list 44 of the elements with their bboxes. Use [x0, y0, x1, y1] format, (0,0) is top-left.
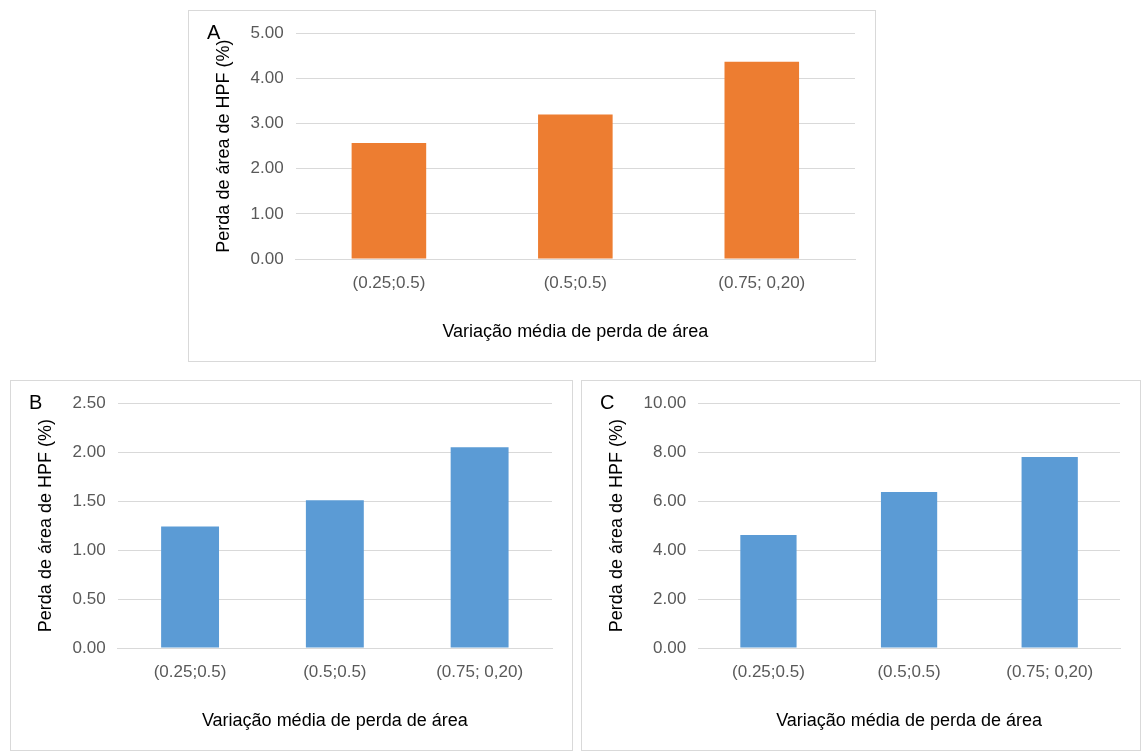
x-tick-label: (0.5;0.5) [543, 272, 607, 292]
y-tick-label: 5.00 [250, 22, 284, 42]
x-tick-label: (0.75; 0,20) [718, 272, 806, 292]
bar [538, 114, 613, 259]
y-axis-title: Perda de área de HPF (%) [34, 419, 55, 633]
y-tick-label: 1.50 [72, 490, 106, 510]
bar [450, 447, 509, 648]
y-tick-label: 4.00 [653, 539, 687, 559]
x-tick-label: (0.25;0.5) [352, 272, 426, 292]
y-tick-label: 0.00 [72, 637, 106, 657]
y-tick-label: 2.50 [72, 392, 106, 412]
bar [305, 500, 364, 648]
y-tick-label: 1.00 [250, 203, 284, 223]
x-tick-label: (0.5;0.5) [877, 661, 941, 681]
y-tick-label: 1.00 [72, 539, 106, 559]
x-axis-title: Variação média de perda de área [776, 710, 1043, 731]
y-axis-title: Perda de área de HPF (%) [605, 419, 626, 633]
bar [724, 61, 800, 259]
x-tick-label: (0.75; 0,20) [1006, 661, 1094, 681]
y-tick-label: 8.00 [653, 441, 687, 461]
x-tick-label: (0.25;0.5) [153, 661, 227, 681]
y-tick-label: 2.00 [250, 158, 284, 178]
bar [1021, 457, 1078, 648]
y-tick-label: 0.50 [72, 588, 106, 608]
x-tick-label: (0.25;0.5) [732, 661, 805, 681]
y-tick-label: 2.00 [72, 441, 106, 461]
y-tick-label: 10.00 [643, 392, 687, 412]
bar [161, 526, 220, 648]
y-tick-label: 0.00 [250, 248, 284, 268]
bar [880, 492, 938, 648]
y-tick-label: 6.00 [653, 490, 687, 510]
x-axis-title: Variação média de perda de área [201, 710, 469, 731]
y-tick-label: 4.00 [250, 68, 284, 88]
y-tick-label: 3.00 [250, 113, 284, 133]
x-axis-title: Variação média de perda de área [442, 321, 710, 342]
y-tick-label: 0.00 [653, 637, 687, 657]
bar [740, 534, 797, 648]
text: B [29, 390, 43, 413]
bar [351, 142, 427, 259]
x-tick-label: (0.5;0.5) [303, 661, 367, 681]
text: C [600, 390, 615, 413]
y-axis-title: Perda de área de HPF (%) [212, 39, 233, 253]
y-tick-label: 2.00 [653, 588, 687, 608]
x-tick-label: (0.75; 0,20) [436, 661, 524, 681]
